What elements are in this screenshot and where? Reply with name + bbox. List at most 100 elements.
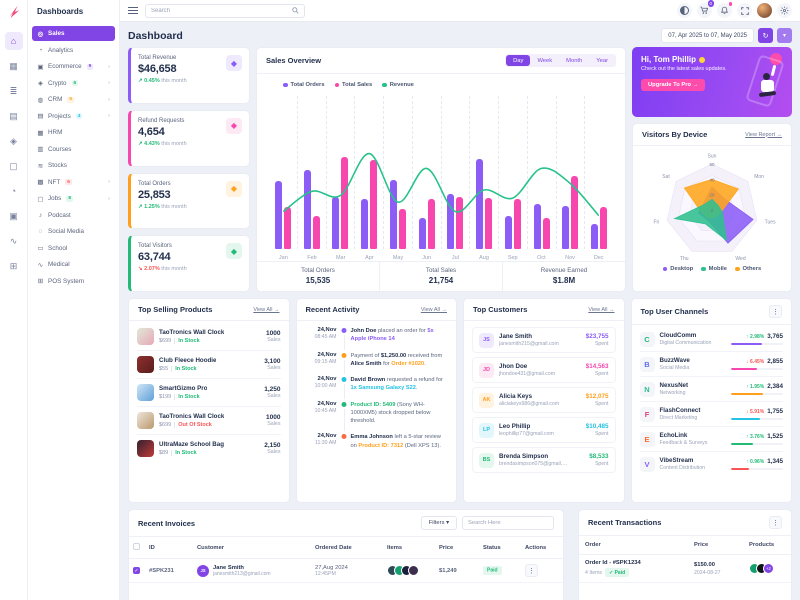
select-all-checkbox[interactable] [133,543,140,550]
cart-button[interactable]: 0 [697,0,714,18]
stat-icon: ◆ [230,58,238,68]
chevron-right-icon: › [108,195,110,202]
invoice-row[interactable]: ✓ #SPK231 JS Jane Smith janesmith213@gma… [129,558,563,583]
rail-icon[interactable]: ▣ [9,210,18,221]
sidebar-item[interactable]: ▭ School [32,241,115,256]
sidebar-item-label: NFT [48,178,61,186]
fullscreen-button[interactable] [737,3,752,18]
rail-icon[interactable]: ≣ [9,85,18,96]
sidebar-item-label: Projects [48,112,71,120]
product-row[interactable]: TaoTronics Wall Clock $699 In Stock 1000… [137,323,281,351]
activity-view-all-link[interactable]: View All → [420,306,447,313]
sidebar-item[interactable]: ◎ Sales [32,26,115,41]
sidebar-item[interactable]: ▣ Ecommerce 9 › [32,59,115,74]
period-tab[interactable]: Month [566,57,583,64]
search-input[interactable] [151,7,288,14]
customer-row[interactable]: LP Leo Phillip leophillip77@gmail.com $1… [472,417,616,443]
theme-toggle-button[interactable] [677,3,692,18]
brand-logo[interactable] [0,0,28,24]
sidebar-item[interactable]: ▩ NFT 6 › [32,175,115,190]
menu-toggle-icon[interactable] [128,7,138,14]
top-customers-card: Top Customers View All → JS Jane Smith j… [463,298,625,503]
sidebar-item[interactable]: ♪ Podcast [32,208,115,223]
customers-view-all-link[interactable]: View All → [588,306,615,313]
channel-row[interactable]: C CloudComm Digital Communication ↑ 2.98… [639,327,783,352]
channel-progress [731,342,783,346]
channel-row[interactable]: E EchoLink Feedback & Surveys ↑ 3.76% 1,… [639,427,783,452]
invoices-search-input[interactable] [462,516,554,530]
customer-row[interactable]: JD Jhon Doe jhondoe431@gmail.com $14,563… [472,357,616,383]
view-report-link[interactable]: View Report → [745,131,782,138]
customer-row[interactable]: JS Jane Smith janesmith215@gmail.com $23… [472,327,616,353]
period-tab[interactable]: Day [506,55,531,66]
period-tab[interactable]: Year [596,57,608,64]
chevron-right-icon: › [108,179,110,185]
notifications-button[interactable] [717,2,732,18]
icon-rail: ⌂ ▦ ≣ ▤ ◈ ▢ ◔ ▣ ∿ ⊞ [0,0,28,600]
refresh-button[interactable]: ↻ [758,28,773,43]
channel-delta: ↑ 2.98% [746,333,765,340]
rail-icon[interactable]: ∿ [9,235,18,246]
upgrade-button[interactable]: Upgrade To Pro → [641,79,706,91]
channel-row[interactable]: V VibeStream Content Distribution ↑ 0.96… [639,452,783,476]
transaction-order-id: Order Id - #SPK1234 [585,560,641,566]
sidebar-item[interactable]: ◍ CRM 5 › [32,92,115,107]
sidebar-item[interactable]: ▤ Projects 4 › [32,109,115,124]
sidebar-item[interactable]: ▥ Courses [32,142,115,157]
date-range-picker[interactable]: 07, Apr 2025 to 07, May 2025 [661,28,754,43]
stat-value: 4,654 [138,125,165,138]
sidebar-item[interactable]: ≋ Stocks [32,158,115,173]
user-avatar[interactable] [757,3,772,18]
stat-delta-note: this month [161,203,187,210]
sidebar-item[interactable]: ▢ Jobs 8 › [32,191,115,206]
sidebar-item[interactable]: ▦ HRM [32,125,115,140]
filters-button[interactable]: Filters ▾ [420,516,457,530]
transaction-row[interactable]: Order Id - #SPK1234 4 Items ✓ Paid $150.0… [579,554,791,583]
sidebar-item-icon: ◎ [37,30,44,38]
sidebar-item[interactable]: ∿ Medical [32,257,115,272]
channel-row[interactable]: B BuzzWave Social Media ↓ 6.45% 2,855 [639,352,783,377]
activity-dot [341,434,346,440]
rail-icon[interactable]: ◔ [10,186,17,196]
product-sales: 1,250 [264,386,281,393]
product-row[interactable]: TaoTronics Wall Clock $699 Out Of Stock … [137,407,281,435]
period-tab[interactable]: Week [537,57,553,64]
cart-badge: 0 [707,0,714,7]
settings-button[interactable] [777,3,792,18]
sidebar-item[interactable]: ⊞ POS System [32,274,115,289]
sidebar-item-label: Crypto [48,79,67,87]
sidebar-item[interactable]: ◈ Crypto 6 › [32,76,115,91]
sales-overview-title: Sales Overview [266,56,322,65]
products-view-all-link[interactable]: View All → [253,306,280,313]
rail-icon[interactable]: ▤ [9,110,18,121]
invoice-actions-button[interactable]: ⋮ [525,564,538,577]
activity-dot [341,328,346,333]
rail-icon[interactable]: ⌂ [4,32,23,50]
rail-icon[interactable]: ⊞ [9,260,18,271]
stat-icon: ◆ [230,121,238,131]
rail-icon[interactable]: ◈ [10,135,17,146]
sidebar-item[interactable]: ◔ Analytics [32,43,115,58]
product-row[interactable]: Club Fleece Hoodie $55 In Stock 3,100 Sa… [137,351,281,379]
rail-icon[interactable]: ▢ [9,160,18,171]
product-row[interactable]: SmartGizmo Pro $199 In Stock 1,250 Sales [137,379,281,407]
svg-text:60: 60 [709,162,715,167]
date-caret-button[interactable]: ▾ [777,28,792,43]
sidebar-item[interactable]: ◌ Social Media [32,224,115,239]
product-row[interactable]: UltraMaze School Bag $89 In Stock 2,150 … [137,435,281,462]
transactions-menu-button[interactable]: ⋮ [769,516,782,529]
customer-row[interactable]: AK Alicia Keys aliciakeys986@gmail.com $… [472,387,616,413]
channel-row[interactable]: N NexusNet Networking ↑ 1.95% 2,384 [639,377,783,402]
visitors-title: Visitors By Device [642,130,708,139]
channels-menu-button[interactable]: ⋮ [769,305,782,318]
stat-icon-box: ◆ [226,55,242,71]
rail-icon[interactable]: ▦ [9,60,18,71]
channel-row[interactable]: F FlashConnect Direct Marketing ↓ 5.91% … [639,402,783,427]
sidebar-item-label: School [48,244,68,252]
row-checkbox[interactable]: ✓ [133,567,140,574]
customer-row[interactable]: BS Brenda Simpson brendasimpson075@gmail… [472,447,616,473]
stat-card: Refund Requests 4,654 ↗ 4.43% this month… [128,109,250,167]
customer-avatar: AK [479,392,494,408]
transaction-products-thumbs: +2 [749,563,785,574]
product-price: $89 [159,449,169,456]
